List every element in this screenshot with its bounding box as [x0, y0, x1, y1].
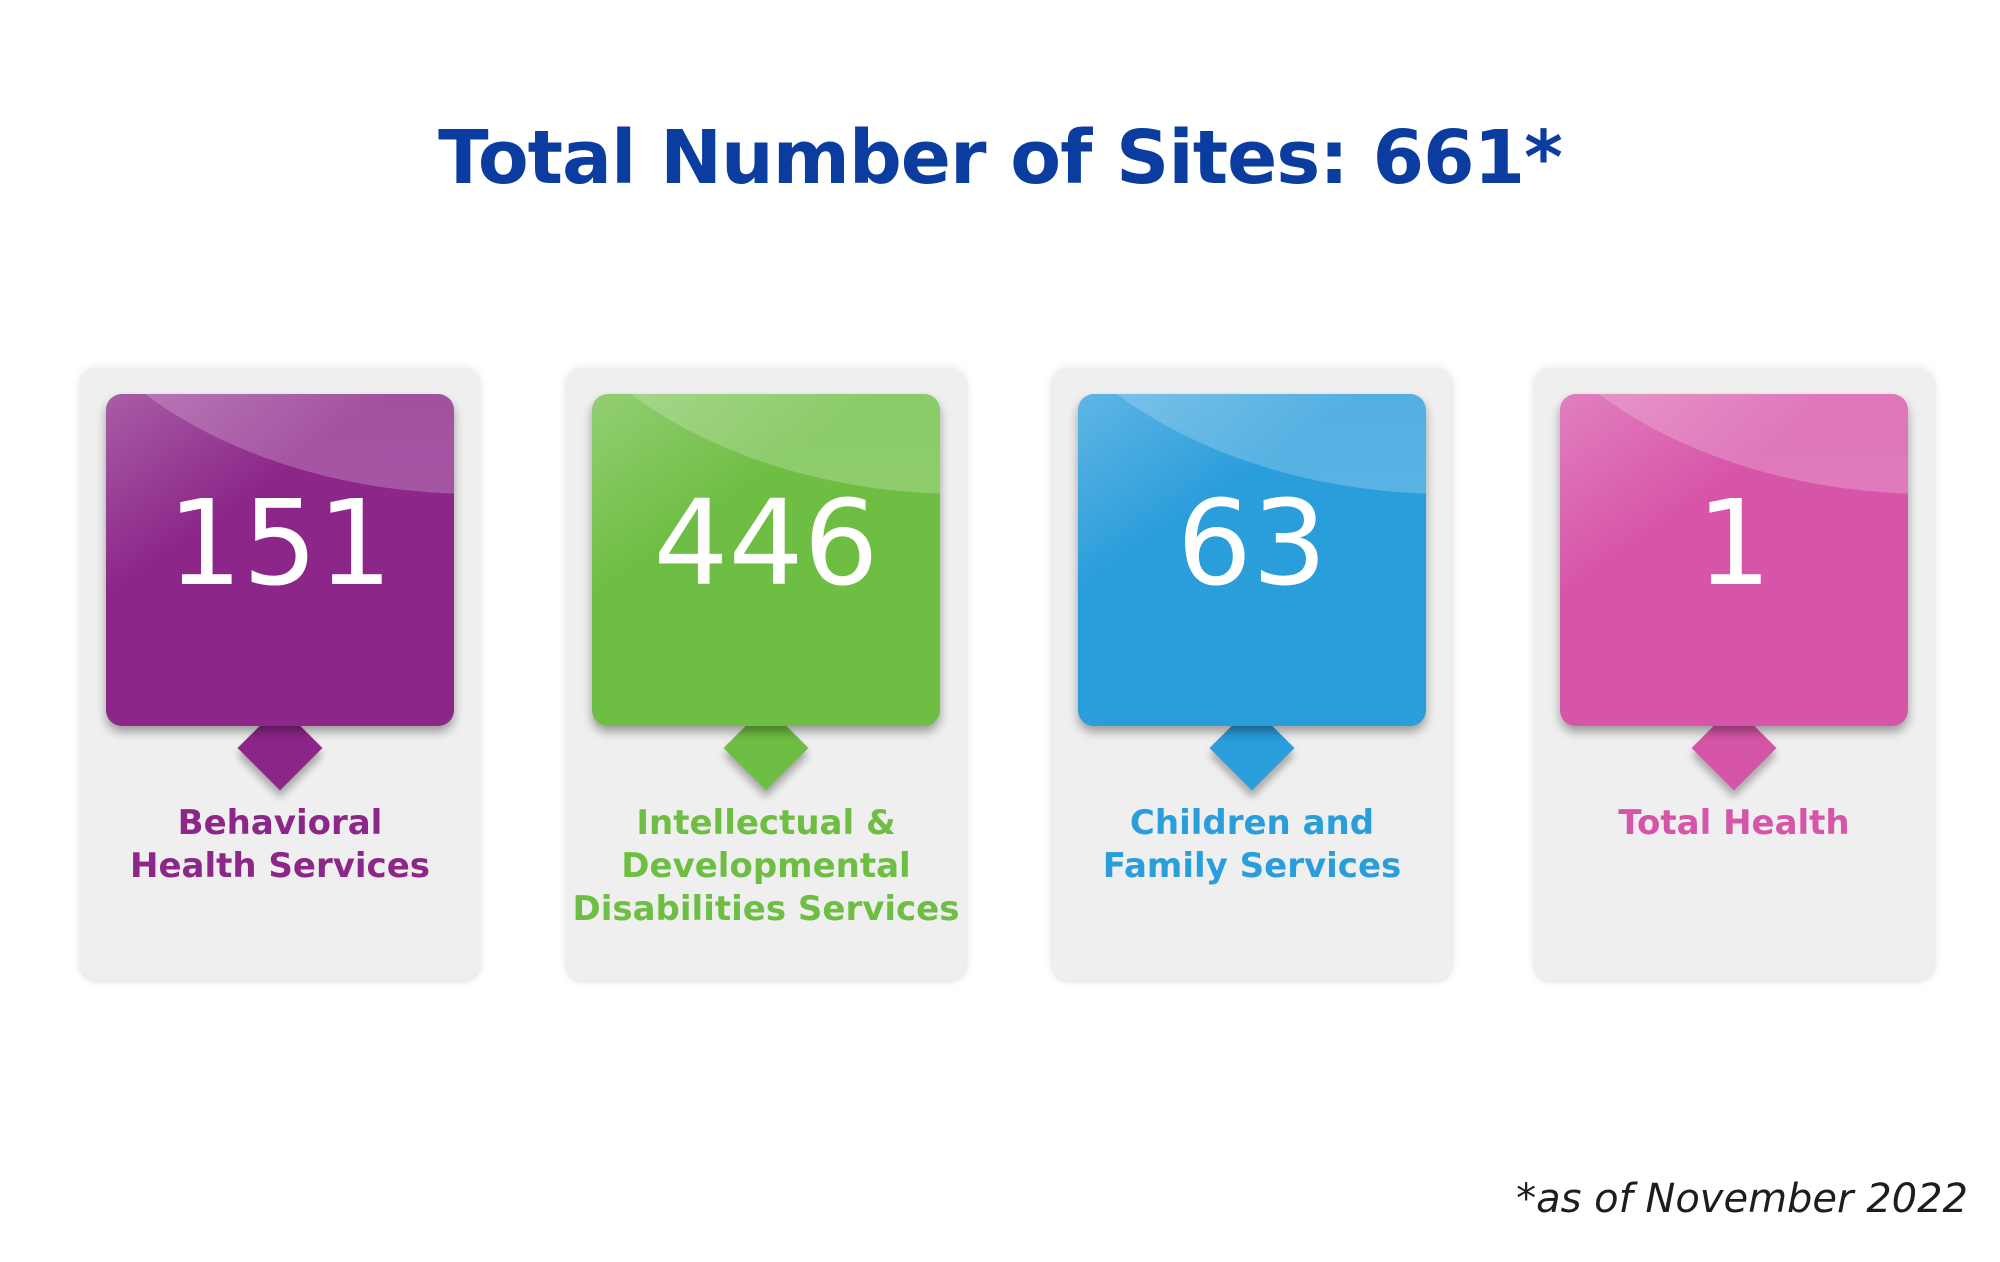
- stat-card-idd-services: 446 Intellectual & Developmental Disabil…: [566, 368, 966, 980]
- page-title: Total Number of Sites: 661*: [438, 115, 1563, 201]
- stat-tile: 63: [1078, 394, 1426, 726]
- stat-count: 151: [167, 474, 393, 612]
- stat-tile: 446: [592, 394, 940, 726]
- stat-count: 446: [653, 474, 879, 612]
- stat-card-children-family: 63 Children and Family Services: [1052, 368, 1452, 980]
- stat-card-behavioral-health: 151 Behavioral Health Services: [80, 368, 480, 980]
- stat-count: 1: [1696, 474, 1772, 612]
- stat-card-total-health: 1 Total Health: [1534, 368, 1934, 980]
- stat-label: Behavioral Health Services: [130, 803, 430, 886]
- stat-count: 63: [1176, 474, 1328, 612]
- stat-label: Total Health: [1618, 803, 1850, 843]
- stat-tile: 1: [1560, 394, 1908, 726]
- stat-label: Intellectual & Developmental Disabilitie…: [572, 803, 960, 929]
- stat-label: Children and Family Services: [1102, 803, 1402, 886]
- stat-tile: 151: [106, 394, 454, 726]
- footnote: *as of November 2022: [1516, 1176, 1968, 1222]
